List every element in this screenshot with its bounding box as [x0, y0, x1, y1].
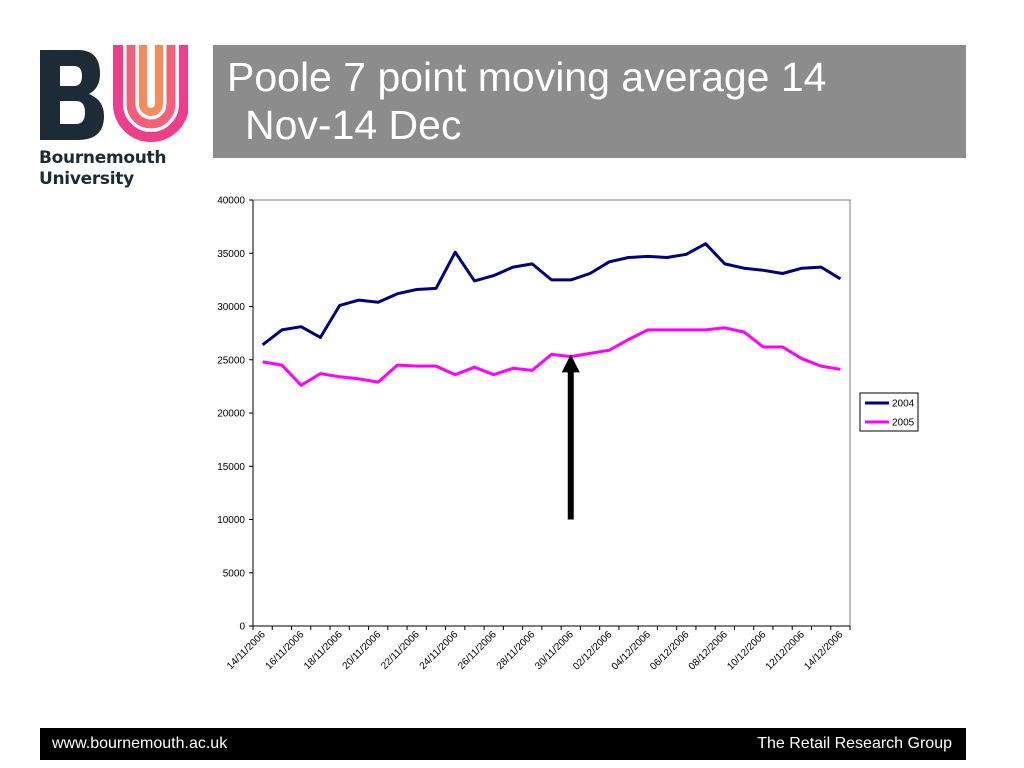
x-tick-label: 08/12/2006 [687, 629, 730, 672]
university-name-line1: Bournemouth [39, 148, 167, 168]
x-tick-label: 14/11/2006 [225, 629, 268, 672]
x-tick-label: 26/11/2006 [456, 629, 499, 672]
chart-series [261, 242, 842, 387]
y-tick-label: 40000 [217, 196, 245, 207]
chart-legend: 2004 2005 [859, 392, 919, 432]
slide-title-line2: Nov-14 Dec [245, 102, 462, 148]
footer-url-link[interactable]: www.bournemouth.ac.uk [52, 735, 228, 752]
y-tick-label: 35000 [217, 249, 245, 260]
x-tick-label: 30/11/2006 [533, 629, 576, 672]
x-axis-ticks: 14/11/200616/11/200618/11/200620/11/2006… [225, 626, 851, 673]
legend-box [859, 392, 919, 432]
x-tick-label: 24/11/2006 [418, 629, 461, 672]
arrow-head [561, 354, 580, 373]
x-tick-label: 06/12/2006 [648, 629, 691, 672]
y-tick-label: 5000 [223, 568, 246, 579]
footer-group-name: The Retail Research Group [757, 735, 952, 752]
y-tick-label: 25000 [217, 355, 245, 366]
plot-area-border [252, 199, 851, 627]
letter-u-shape [113, 45, 188, 142]
y-tick-label: 30000 [217, 302, 245, 313]
legend-label: 2005 [892, 418, 915, 429]
university-name: Bournemouth University [39, 148, 166, 190]
series-line-2005 [262, 326, 841, 387]
y-tick-label: 20000 [217, 409, 245, 420]
series-line-2004 [261, 242, 842, 346]
title-bar: Poole 7 point moving average 14 Nov-14 D… [213, 45, 966, 158]
letter-b-shape [40, 50, 104, 140]
y-axis-ticks: 0 5000 10000 15000 20000 25000 30000 35000 40000 [217, 196, 253, 633]
university-name-line2: University [39, 169, 134, 189]
line-chart: 0 5000 10000 15000 20000 25000 30000 35000 40000… [217, 196, 919, 673]
chart-axes [252, 199, 851, 627]
x-tick-label: 04/12/2006 [610, 629, 653, 672]
x-tick-label: 28/11/2006 [495, 629, 538, 672]
slide-title: Poole 7 point moving average 14 Nov-14 D… [227, 53, 952, 149]
university-logo: Bournemouth University [38, 42, 188, 202]
slide-title-line1: Poole 7 point moving average 14 [227, 54, 827, 100]
x-tick-label: 02/12/2006 [571, 629, 614, 672]
x-tick-label: 22/11/2006 [379, 629, 422, 672]
x-tick-label: 14/12/2006 [802, 629, 845, 672]
bu-logo-mark [40, 45, 188, 142]
legend-label: 2004 [892, 399, 915, 410]
chart-annotation [561, 354, 580, 520]
x-tick-label: 18/11/2006 [302, 629, 345, 672]
x-tick-label: 20/11/2006 [341, 629, 384, 672]
x-tick-label: 12/12/2006 [764, 629, 807, 672]
x-tick-label: 16/11/2006 [264, 629, 307, 672]
y-tick-label: 10000 [217, 515, 245, 526]
y-tick-label: 15000 [217, 462, 245, 473]
y-tick-label: 0 [239, 622, 245, 633]
footer-bar: www.bournemouth.ac.uk The Retail Researc… [40, 728, 966, 760]
x-tick-label: 10/12/2006 [725, 629, 768, 672]
